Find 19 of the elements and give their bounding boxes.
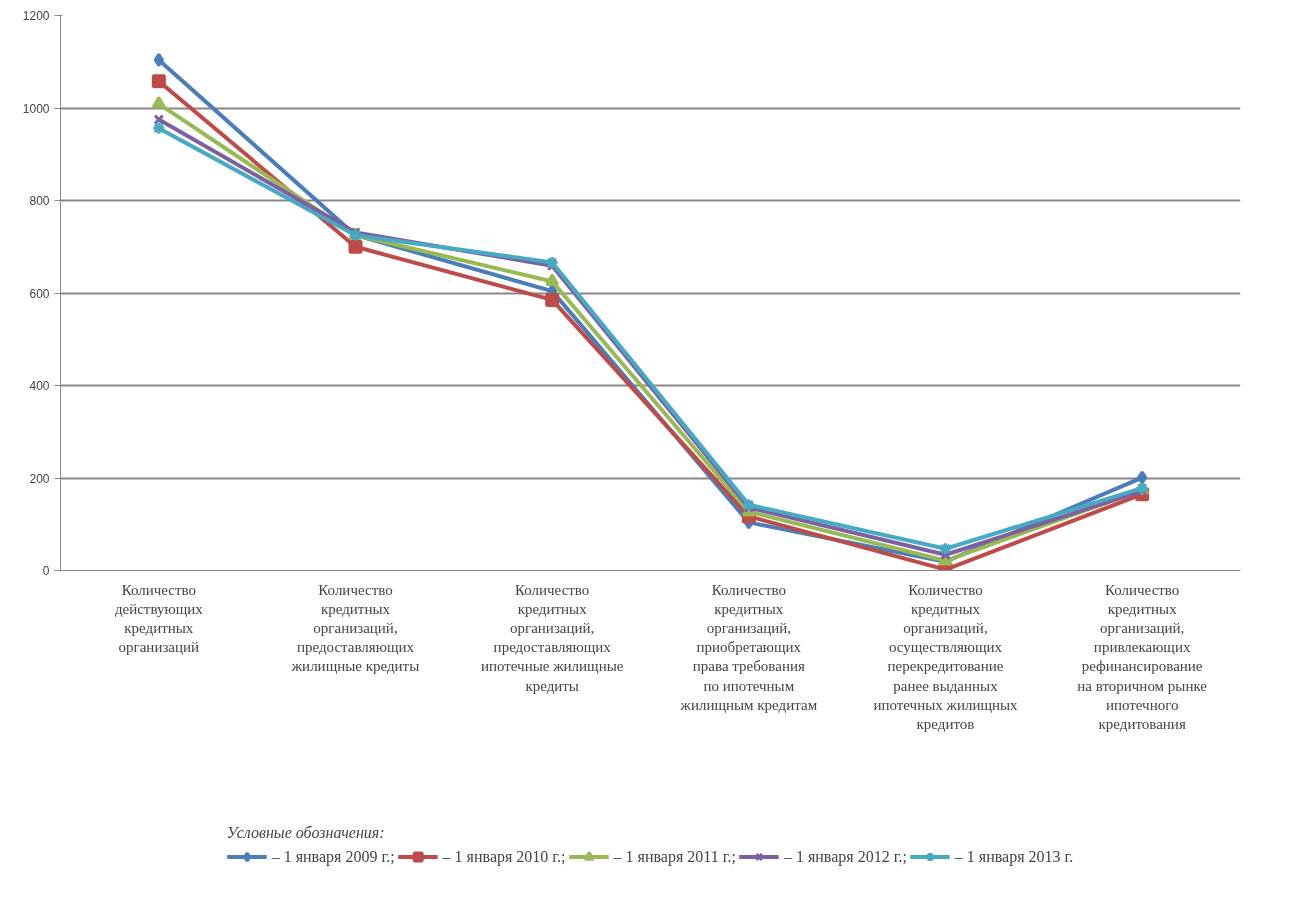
x-tick-label: Количество кредитных организаций, приобретающих права требования по ипотечным жилищным кредитам [679,581,818,713]
y-tick-label: 1200 [22,9,50,23]
legend-label: – 1 января 2013 г. [954,847,1074,866]
y-tick-label: 200 [29,471,50,486]
x-tick-label: Количество кредитных организаций, предоставляющих ипотечные жилищные кредиты [480,581,624,694]
legend-label: – 1 января 2011 г.; [613,847,736,866]
y-tick-label: 0 [42,564,50,578]
y-tick-label: 400 [29,379,50,393]
y-tick-label: 600 [29,286,50,301]
legend-label: – 1 января 2012 г.; [783,847,907,866]
legend-label: – 1 января 2010 г.; [442,847,566,866]
legend-title: Условные обозначения: [226,823,386,842]
x-tick-label: Количество кредитных организаций, осуществляющих перекредитование ранее выданных ипотечных жилищных кредитов [873,581,1019,732]
y-tick-label: 1000 [22,101,50,116]
x-tick-label: Количество действующих кредитных организаций [114,581,204,656]
y-tick-label: 800 [29,194,50,208]
x-tick-label: Количество кредитных организаций, привлекающих рефинансирование на вторичном рынке ипотечного кредитования [1077,581,1208,732]
legend-label: – 1 января 2009 г.; [271,847,395,866]
x-tick-label: Количество кредитных организаций, предоставляющих жилищные кредиты [290,581,420,675]
